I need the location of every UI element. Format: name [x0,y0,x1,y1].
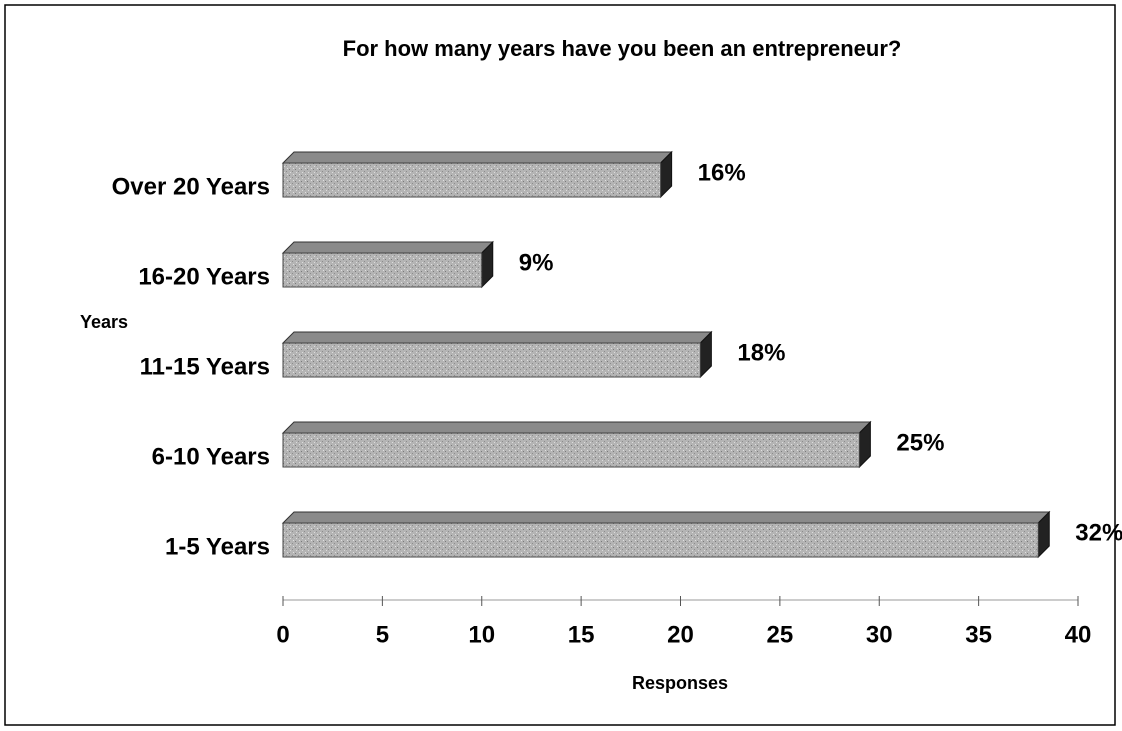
x-tick-label: 30 [866,621,893,648]
bar-label: 25% [896,429,944,456]
y-tick-label: 1-5 Years [165,533,270,560]
plot: 0 5 10 15 20 25 30 35 40 Over 20 Years 16% 16-20 Ye… [112,150,1122,648]
y-tick-label: 6-10 Years [152,443,270,470]
frame [4,4,1116,726]
bar-top [281,421,872,434]
chart-title: For how many years have you been an entr… [343,36,902,61]
bar-label: 9% [519,249,554,276]
x-axis-title: Responses [632,673,728,693]
x-tick-label: 0 [276,621,289,648]
y-axis-title: Years [80,312,128,332]
x-tick-label: 20 [667,621,694,648]
x-tick-label: 10 [468,621,495,648]
bar [282,522,1039,558]
bar-label: 32% [1075,519,1122,546]
bar-top [281,511,1051,524]
x-tick-label: 5 [376,621,389,648]
y-tick-label: 11-15 Years [140,353,270,380]
bar [282,252,483,288]
bar-top [281,331,713,344]
bar-label: 18% [737,339,785,366]
x-tick-label: 35 [965,621,992,648]
y-tick-label: 16-20 Years [138,263,270,290]
bar-top [281,151,673,164]
x-tick-label: 15 [568,621,595,648]
x-tick-label: 40 [1065,621,1092,648]
bar-label: 16% [698,159,746,186]
x-tick-label: 25 [767,621,794,648]
bar-top [281,241,494,254]
bar [282,162,662,198]
bar [282,342,701,378]
bar [282,432,860,468]
y-tick-label: Over 20 Years [112,173,270,200]
